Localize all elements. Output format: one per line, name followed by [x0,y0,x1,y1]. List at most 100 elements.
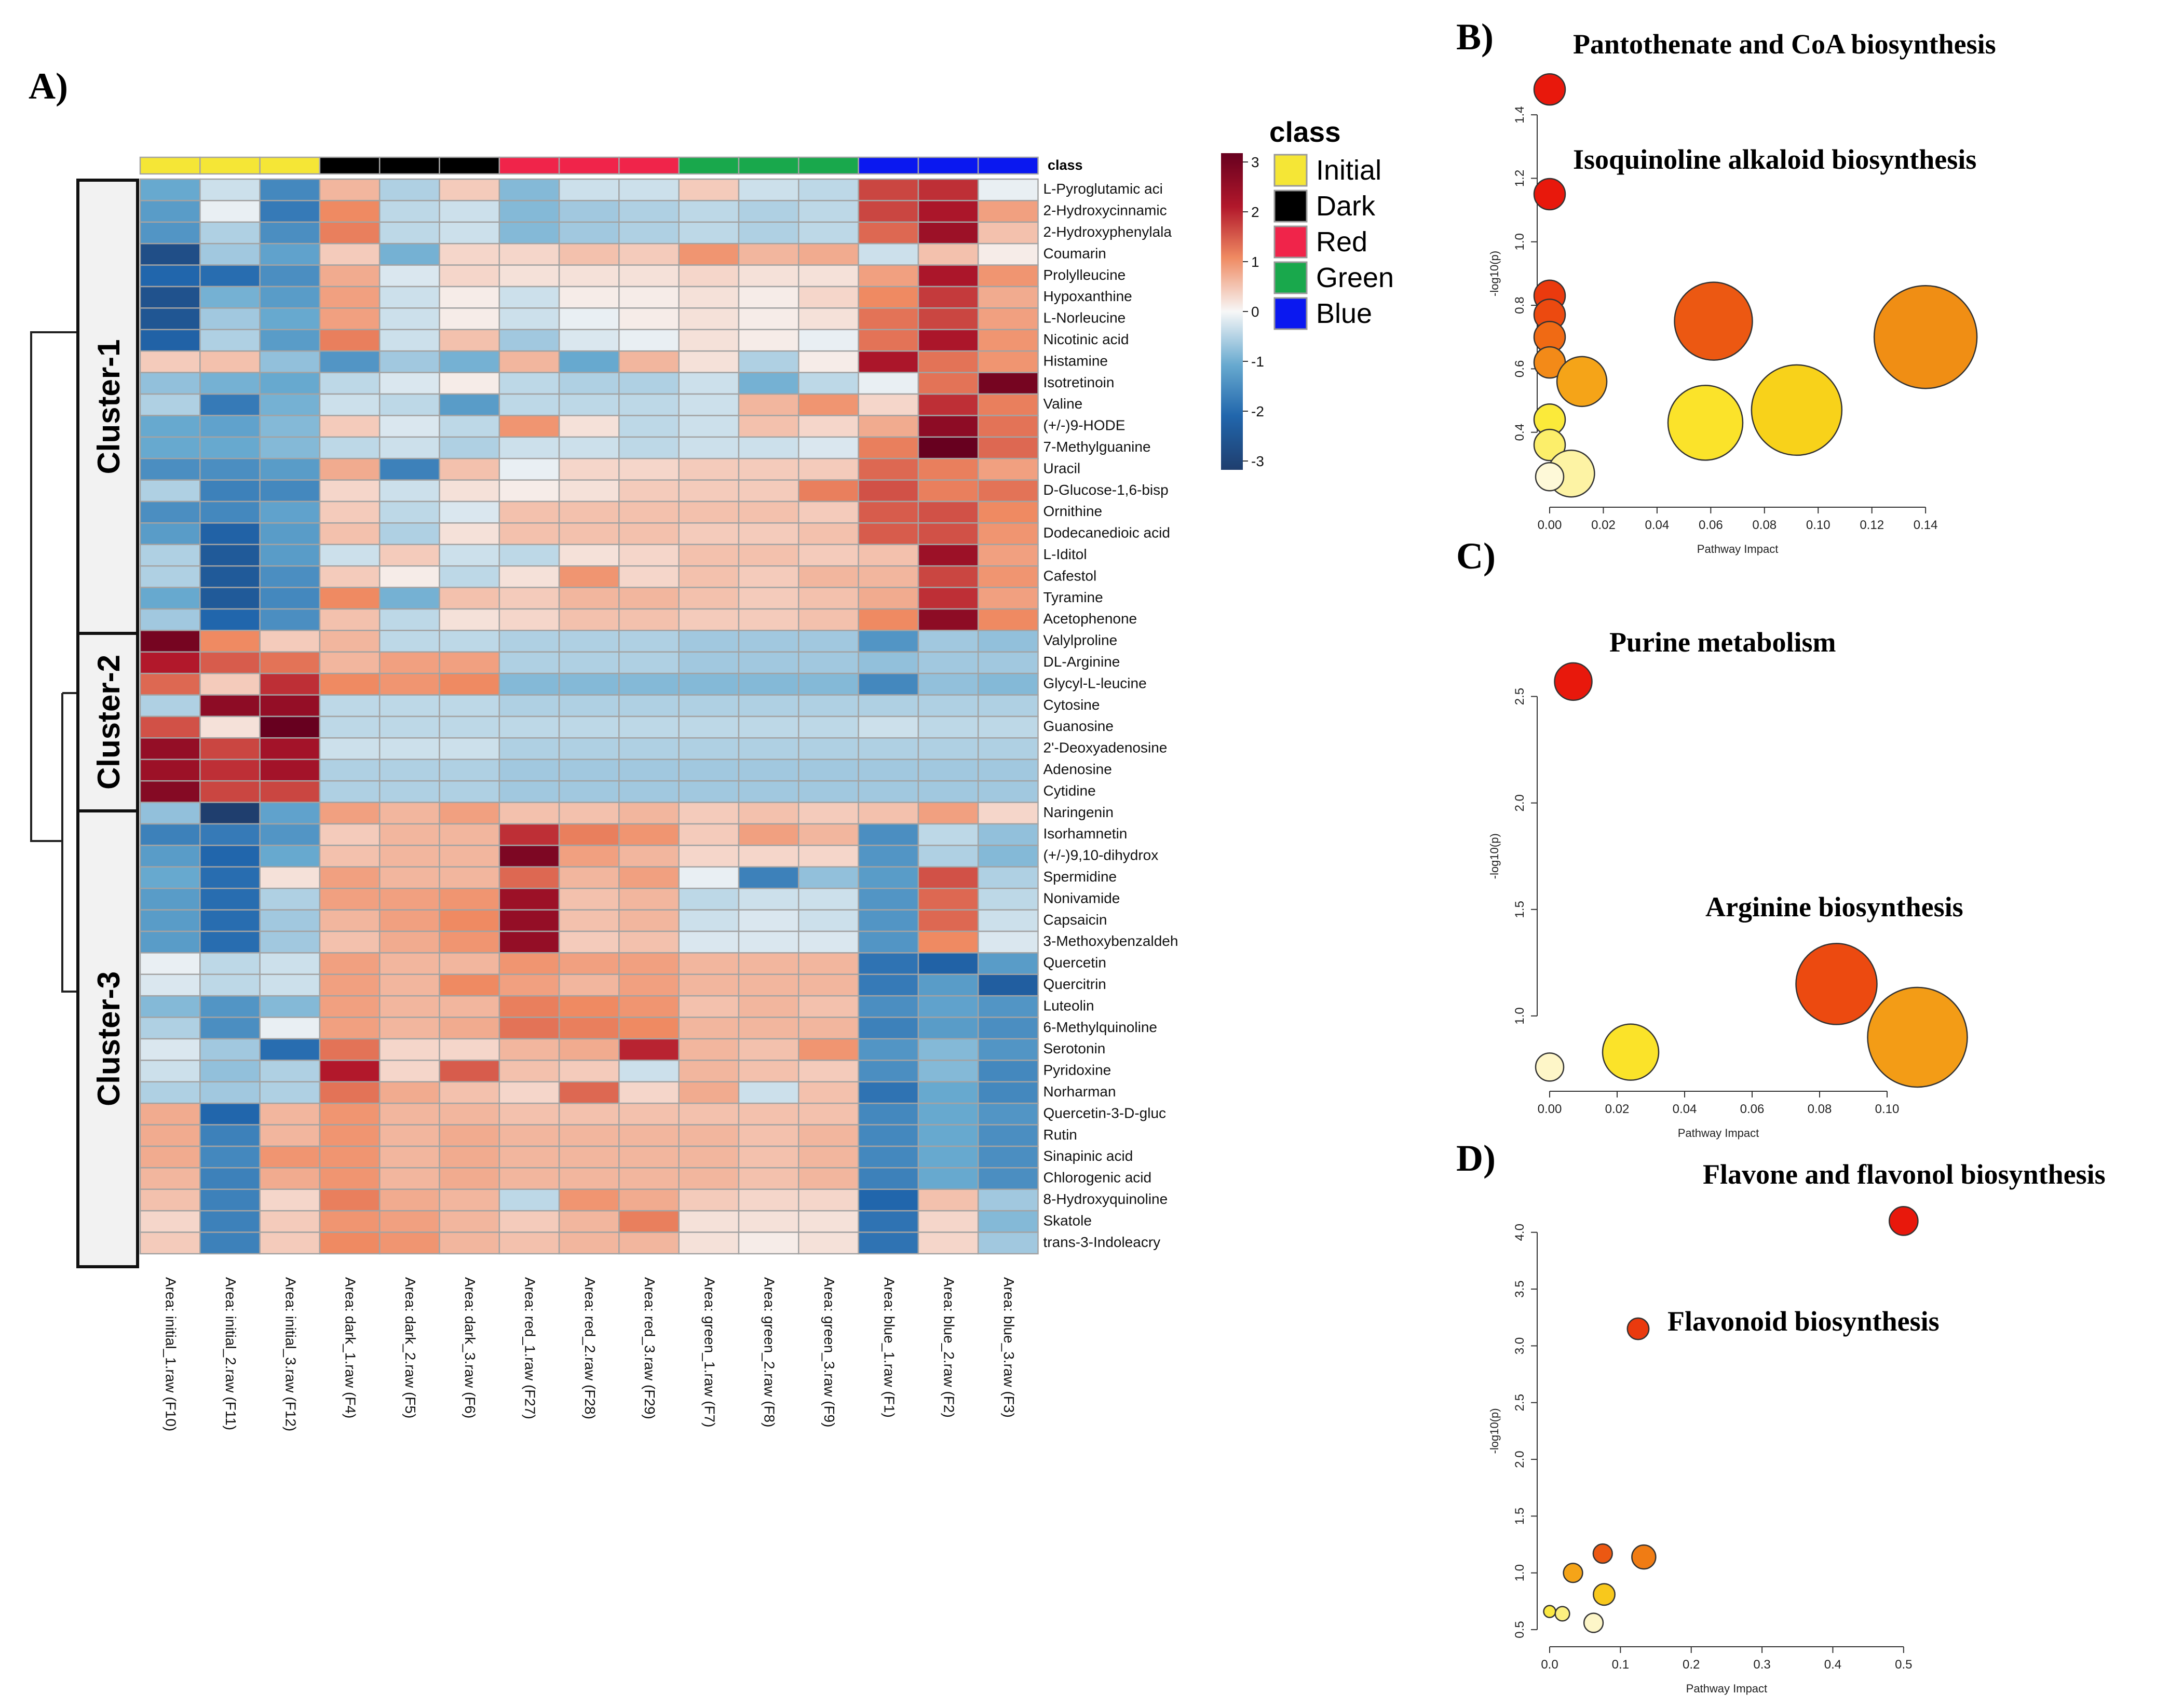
heatmap-cell [319,500,381,524]
heatmap-cell [439,500,500,524]
heatmap-cell [678,973,740,997]
heatmap-cell [259,372,321,395]
heatmap-cell [498,329,560,352]
heatmap-cell [378,436,440,459]
heatmap-cell [558,242,620,266]
y-tick-label: 0.4 [1513,424,1527,441]
cluster-box [76,179,139,635]
heatmap-cell [439,737,500,761]
heatmap-cell [798,457,859,481]
row-label: 8-Hydroxyquinoline [1043,1191,1168,1207]
heatmap-cell [798,522,859,546]
heatmap-cell [738,651,799,674]
heatmap-cell [678,930,740,954]
heatmap-cell [498,694,560,717]
heatmap-cell [618,1210,680,1233]
heatmap-cell [678,866,740,889]
heatmap-cell [977,845,1039,868]
heatmap-cell [558,952,620,975]
heatmap-cell [498,758,560,782]
heatmap-cell [738,436,799,459]
heatmap-cell [618,393,680,416]
heatmap-cell [678,845,740,868]
heatmap-cell [738,522,799,546]
heatmap-cells [139,178,1039,1255]
heatmap-cell [618,436,680,459]
heatmap-cell [977,565,1039,588]
heatmap-cell [858,694,919,717]
heatmap-cell [139,178,201,201]
heatmap-cell [319,1124,381,1147]
heatmap-cell [618,758,680,782]
class-cell [798,156,859,175]
heatmap-cell [917,1102,979,1126]
heatmap-cell [139,479,201,503]
heatmap-cell [439,1167,500,1190]
heatmap-cell [259,1145,321,1169]
heatmap-cell [558,329,620,352]
heatmap-cell [139,264,201,288]
row-label: Quercetin-3-D-gluc [1043,1105,1167,1121]
heatmap-cell [858,1016,919,1040]
heatmap-cell [139,329,201,352]
heatmap-cell [858,909,919,932]
heatmap-cell [139,887,201,911]
annotation-arginine: Arginine biosynthesis [1705,891,1963,923]
heatmap-cell [259,1188,321,1212]
row-label: Acetophenone [1043,611,1137,627]
row-label: Nicotinic acid [1043,331,1129,347]
heatmap-cell [439,1102,500,1126]
pathway-point [1593,1583,1616,1606]
heatmap-cell [917,393,979,416]
heatmap-cell [798,587,859,610]
heatmap-cell [558,1145,620,1169]
heatmap-cell [558,415,620,438]
heatmap-cell [858,1210,919,1233]
heatmap-cell [378,845,440,868]
heatmap-cell [798,178,859,201]
heatmap-cell [738,1102,799,1126]
heatmap-cell [439,479,500,503]
heatmap-cell [319,178,381,201]
heatmap-cell [259,242,321,266]
heatmap-cell [199,457,261,481]
heatmap-cell [439,1060,500,1083]
heatmap-cell [738,587,799,610]
heatmap-cell [558,758,620,782]
row-label: Isorhamnetin [1043,825,1128,842]
heatmap-cell [319,393,381,416]
heatmap-cell [319,758,381,782]
x-tick-label: 0.08 [1808,1102,1832,1116]
heatmap-cell [199,479,261,503]
heatmap-cell [558,1102,620,1126]
heatmap-cell [139,995,201,1018]
column-labels: Area: initial_1.raw (F10) Area: initial_2… [163,1277,1017,1431]
heatmap-cell [558,307,620,331]
heatmap-cell [858,952,919,975]
x-axis-label: Pathway Impact [1686,1682,1768,1695]
heatmap-cell [139,694,201,717]
heatmap-cell [498,544,560,567]
heatmap-cell [498,802,560,825]
heatmap-cell [798,1231,859,1255]
class-cell [977,156,1039,175]
column-label: Area: red_1.raw (F27) [522,1277,538,1419]
row-label: Adenosine [1043,761,1112,777]
heatmap-cell [618,651,680,674]
heatmap-cell [738,887,799,911]
heatmap-cell [259,823,321,846]
heatmap-cell [439,221,500,245]
heatmap-cell [378,651,440,674]
row-label: Skatole [1043,1212,1092,1228]
heatmap-cell [618,286,680,309]
heatmap-cell [558,995,620,1018]
heatmap-cell [738,479,799,503]
heatmap-cell [858,479,919,503]
heatmap-cell [319,415,381,438]
y-tick-label: 2.0 [1513,1451,1527,1468]
class-cell [618,156,680,175]
column-label: Area: green_1.raw (F7) [701,1277,717,1427]
heatmap-cell [738,608,799,631]
heatmap-cell [678,651,740,674]
x-tick-label: 0.0 [1541,1658,1558,1672]
